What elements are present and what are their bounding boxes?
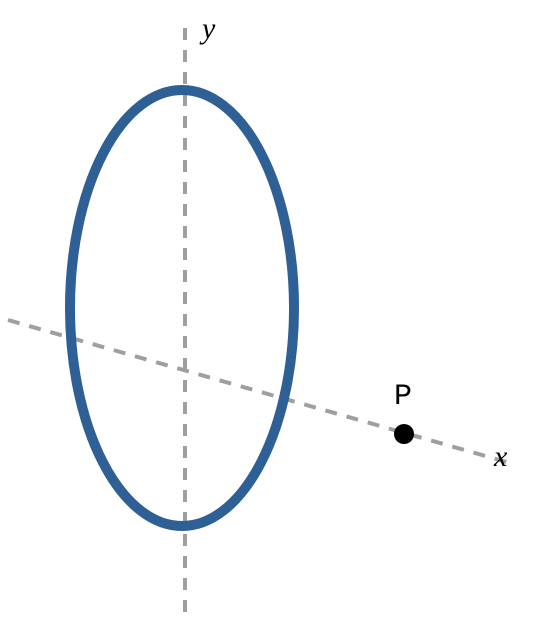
- y-axis-label: y: [202, 12, 215, 46]
- ring-loop: [70, 90, 294, 526]
- x-axis-label: x: [494, 440, 507, 474]
- point-p-marker: [394, 424, 414, 444]
- point-p-label: P: [394, 380, 412, 414]
- physics-diagram: y x P: [0, 0, 544, 639]
- diagram-svg: [0, 0, 544, 639]
